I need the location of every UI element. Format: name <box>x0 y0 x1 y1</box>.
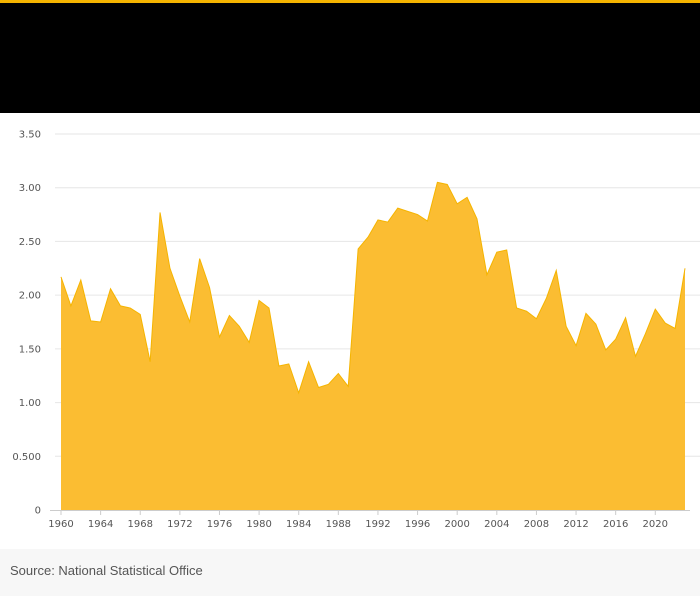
data-point <box>248 341 250 343</box>
data-point <box>377 219 379 221</box>
x-tick-label: 2020 <box>643 519 668 530</box>
data-point <box>218 336 220 338</box>
x-tick-label: 2012 <box>563 519 588 530</box>
data-point <box>337 373 339 375</box>
x-tick-label: 1980 <box>246 519 271 530</box>
x-tick-label: 1972 <box>167 519 192 530</box>
x-tick-label: 1988 <box>326 519 351 530</box>
y-tick-label: 1.00 <box>19 398 41 409</box>
data-point <box>595 323 597 325</box>
data-point <box>644 333 646 335</box>
data-point <box>535 318 537 320</box>
data-point <box>476 218 478 220</box>
data-point <box>199 258 201 260</box>
data-point <box>456 203 458 205</box>
x-tick-label: 1968 <box>128 519 153 530</box>
data-point <box>139 313 141 315</box>
data-point <box>129 307 131 309</box>
data-point <box>159 211 161 213</box>
area-series-line <box>60 181 686 395</box>
accent-bar <box>0 0 700 3</box>
data-point <box>70 305 72 307</box>
data-point <box>189 321 191 323</box>
data-point <box>209 287 211 289</box>
area-chart: 0 0.500 1.00 1.50 2.00 2.50 3.00 3.50 1960 1964 19… <box>12 130 700 530</box>
data-point <box>526 310 528 312</box>
data-point <box>684 267 686 269</box>
data-point <box>278 365 280 367</box>
y-tick-label: 2.00 <box>19 291 41 302</box>
y-tick-label: 3.50 <box>19 130 41 141</box>
data-point <box>605 349 607 351</box>
x-tick-label: 2004 <box>484 519 509 530</box>
data-point <box>258 300 260 302</box>
data-point <box>169 267 171 269</box>
y-tick-label: 2.50 <box>19 237 41 248</box>
data-point <box>318 387 320 389</box>
data-point <box>565 325 567 327</box>
data-point <box>397 207 399 209</box>
data-point <box>367 236 369 238</box>
y-tick-label: 0 <box>35 506 41 517</box>
data-point <box>387 221 389 223</box>
data-point <box>228 315 230 317</box>
data-point <box>516 307 518 309</box>
data-point <box>426 220 428 222</box>
x-tick-label: 2000 <box>444 519 469 530</box>
data-point <box>506 249 508 251</box>
x-tick-label: 2016 <box>603 519 628 530</box>
data-point <box>446 183 448 185</box>
x-tick-label: 1996 <box>405 519 430 530</box>
x-tick-label: 1984 <box>286 519 311 530</box>
data-point <box>288 363 290 365</box>
data-point <box>417 214 419 216</box>
data-point <box>585 312 587 314</box>
data-point <box>327 383 329 385</box>
data-point <box>555 269 557 271</box>
source-note: Source: National Statistical Office <box>10 563 203 578</box>
data-point <box>486 274 488 276</box>
data-point <box>654 308 656 310</box>
data-point <box>298 392 300 394</box>
x-tick-label: 1992 <box>365 519 390 530</box>
data-point <box>110 288 112 290</box>
y-tick-label: 0.500 <box>12 452 41 463</box>
data-point <box>674 327 676 329</box>
data-point <box>664 322 666 324</box>
chart-area: 0 0.500 1.00 1.50 2.00 2.50 3.00 3.50 1960 1964 19… <box>0 113 700 549</box>
footer <box>0 549 700 596</box>
data-point <box>179 295 181 297</box>
data-point <box>357 248 359 250</box>
data-point <box>268 307 270 309</box>
data-point <box>496 251 498 253</box>
header-banner <box>0 3 700 113</box>
data-point <box>90 320 92 322</box>
data-point <box>466 196 468 198</box>
area-series <box>61 182 685 510</box>
data-point <box>308 361 310 363</box>
data-point <box>347 385 349 387</box>
x-tick-label: 1960 <box>48 519 73 530</box>
data-point <box>615 338 617 340</box>
data-point <box>238 325 240 327</box>
data-point <box>119 305 121 307</box>
x-tick-label: 1964 <box>88 519 113 530</box>
data-point <box>149 361 151 363</box>
data-point <box>545 297 547 299</box>
data-point <box>575 345 577 347</box>
y-tick-label: 1.50 <box>19 344 41 355</box>
data-point <box>60 276 62 278</box>
data-point <box>625 317 627 319</box>
data-point <box>407 210 409 212</box>
data-point <box>634 355 636 357</box>
x-tick-label: 1976 <box>207 519 232 530</box>
data-point <box>80 279 82 281</box>
y-tick-label: 3.00 <box>19 183 41 194</box>
data-point <box>100 321 102 323</box>
x-tick-label: 2008 <box>524 519 549 530</box>
data-point <box>436 181 438 183</box>
